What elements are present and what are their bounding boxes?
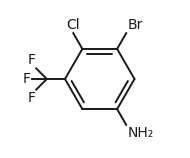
Text: F: F — [27, 53, 35, 67]
Text: F: F — [23, 72, 31, 86]
Text: Cl: Cl — [66, 18, 80, 32]
Text: F: F — [27, 91, 35, 105]
Text: NH₂: NH₂ — [128, 126, 154, 140]
Text: Br: Br — [128, 18, 143, 32]
